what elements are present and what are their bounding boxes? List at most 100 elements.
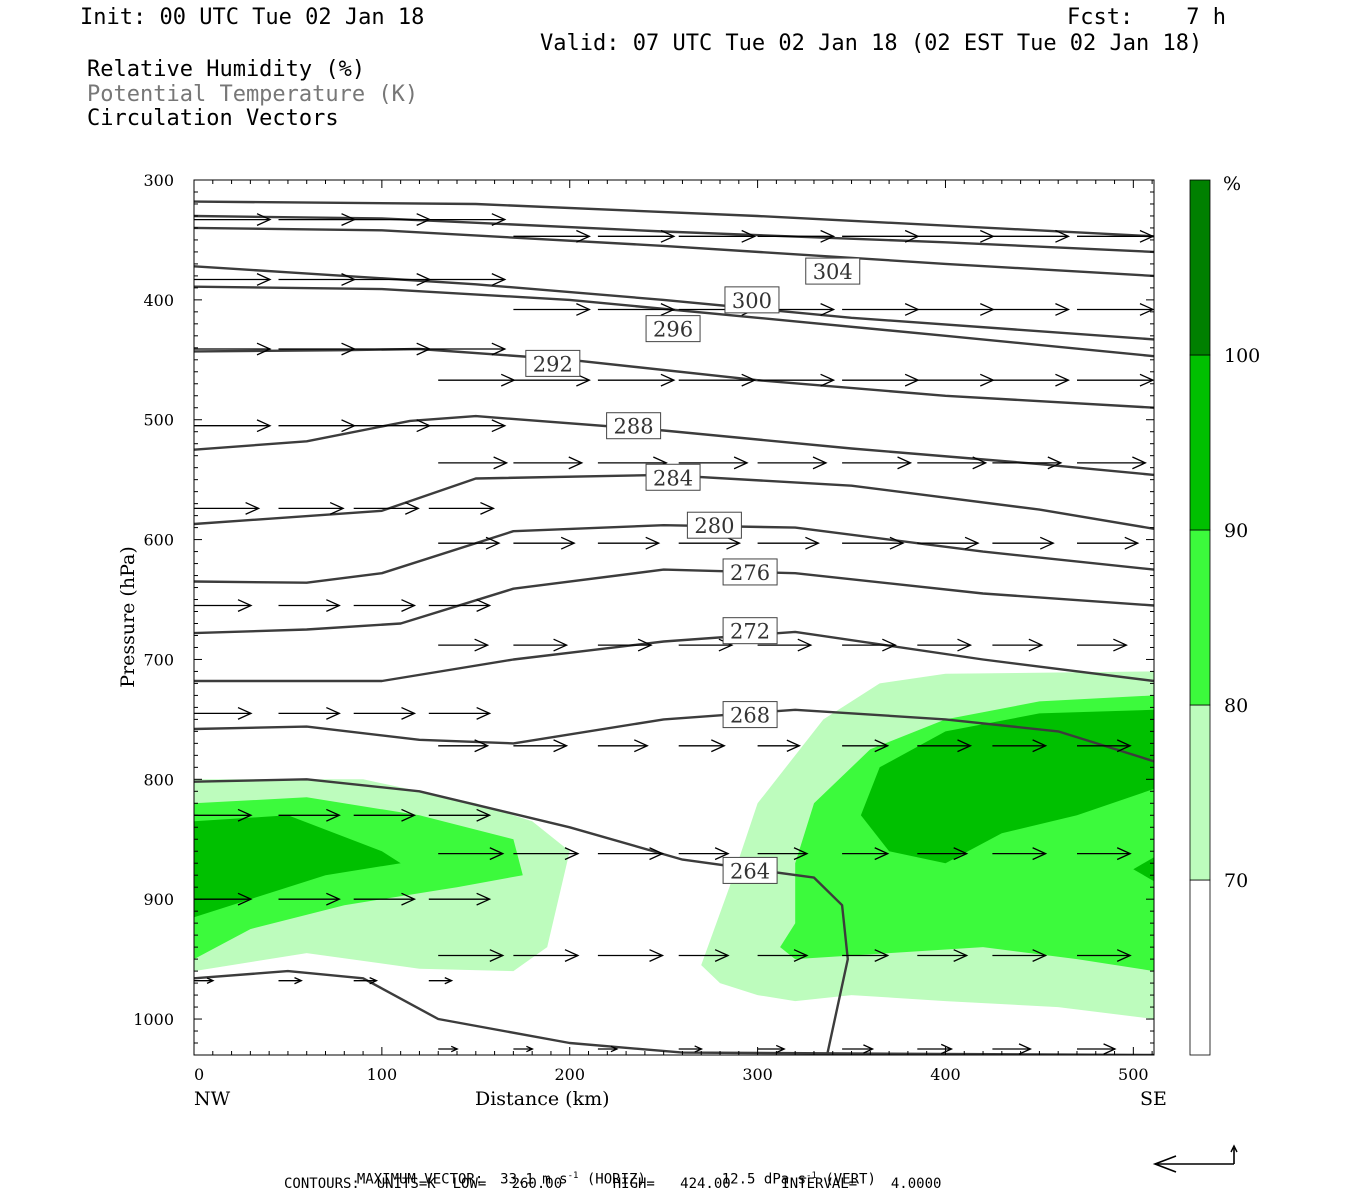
vector-head [714, 847, 730, 861]
vector-head [741, 373, 757, 387]
vector-head [733, 456, 749, 470]
vector-head [805, 536, 820, 550]
wind-vector [513, 847, 580, 861]
vector-head [1055, 229, 1071, 243]
wind-vector [428, 342, 507, 356]
x-axis-label: Distance (km) [475, 1088, 610, 1110]
contour-label-text: 292 [533, 352, 573, 376]
vector-head [485, 536, 501, 550]
vector-head [820, 303, 836, 316]
contour-label-box [525, 349, 581, 377]
vector-head [775, 1044, 786, 1054]
wind-vector [438, 638, 490, 652]
wind-vector [842, 456, 913, 470]
contour-label: 284 [645, 463, 701, 491]
vector-head [1139, 373, 1155, 387]
colorbar-bin [1189, 354, 1211, 531]
wind-vector [757, 739, 801, 752]
wind-vector [1077, 536, 1140, 550]
vector-head [1116, 847, 1132, 861]
contour-label: 268 [722, 701, 778, 729]
vector-head [237, 599, 253, 612]
vector-head [405, 501, 420, 515]
contour-label-box [722, 701, 778, 729]
wind-vector [757, 229, 836, 243]
wind-vector [438, 1045, 459, 1053]
theta-contour-line [194, 200, 1154, 238]
wind-vector [194, 808, 253, 822]
contour-label-box [606, 412, 662, 440]
wind-vector [194, 892, 253, 906]
vector-head [489, 949, 505, 962]
wind-vector [428, 892, 492, 906]
wind-vector [513, 373, 591, 387]
wind-vector [438, 536, 501, 550]
x-tick-label: 400 [930, 1065, 961, 1084]
max-vector-horiz: 33.1 m s [500, 1171, 568, 1188]
colorbar-level-label: 100 [1224, 345, 1260, 367]
vector-head [444, 977, 454, 985]
wind-vector [757, 373, 836, 387]
wind-vector [678, 949, 730, 962]
wind-vector [842, 949, 890, 962]
wind-vector [992, 303, 1071, 316]
y-tick-label: 300 [143, 171, 174, 190]
contour-label-text: 284 [653, 466, 693, 490]
valid-time: Valid: 07 UTC Tue 02 Jan 18 (02 EST Tue … [540, 31, 1203, 56]
contour-label: 276 [722, 558, 778, 586]
wind-vector [917, 456, 988, 470]
contour-label-text: 296 [653, 318, 693, 342]
vector-head [474, 739, 490, 753]
wind-vector [1077, 949, 1132, 962]
vector-head [1032, 739, 1048, 753]
contour-label: 292 [525, 349, 581, 377]
vector-head [476, 706, 492, 720]
theta-contour-line [194, 630, 1154, 683]
vector-head [660, 229, 676, 243]
colorbar-bin [1189, 179, 1211, 356]
vector-head [660, 373, 676, 387]
contour-label-text: 276 [730, 561, 770, 585]
wind-vector [1077, 456, 1147, 470]
wind-vector [353, 599, 417, 612]
plot-frame [193, 179, 1155, 1056]
vector-head [793, 847, 809, 861]
horiz-tag: (HORIZ) [586, 1171, 646, 1188]
wind-vector [194, 419, 272, 433]
vector-head [401, 808, 417, 822]
field-vectors: Circulation Vectors [87, 106, 339, 131]
field-rh: Relative Humidity (%) [87, 57, 366, 82]
contour-label-text: 264 [730, 859, 770, 883]
vector-head [863, 1044, 875, 1054]
vector-head [1116, 949, 1132, 962]
wind-vector [278, 599, 341, 612]
theta-contour-line [194, 265, 1154, 341]
vector-head [526, 1045, 534, 1053]
vector-head [401, 706, 417, 720]
vector-head [326, 706, 341, 720]
axes: 300 400 500 600 700 800 900 1000 0 100 200 300 400 50… [133, 171, 1154, 1084]
vector-head [1103, 1043, 1117, 1055]
wind-vector [992, 1043, 1033, 1055]
wind-vector [597, 949, 665, 962]
wind-vector [194, 273, 272, 286]
vector-head [237, 706, 253, 720]
wind-vector [1077, 229, 1155, 243]
vector-head [1039, 536, 1055, 550]
colorbar-level-label: 70 [1224, 870, 1248, 892]
wind-vector [757, 1044, 786, 1054]
x-tick-label: 100 [367, 1065, 398, 1084]
vector-head [820, 373, 836, 387]
vector-head [726, 536, 742, 550]
wind-vector [278, 808, 341, 822]
contour-label-text: 300 [732, 289, 772, 313]
wind-vector [513, 1045, 534, 1053]
vector-head [576, 303, 591, 316]
vector-head [256, 342, 272, 356]
field-theta: Potential Temperature (K) [87, 82, 419, 107]
wind-vector [513, 739, 569, 753]
wind-vector [992, 638, 1044, 652]
vector-head [964, 536, 980, 550]
